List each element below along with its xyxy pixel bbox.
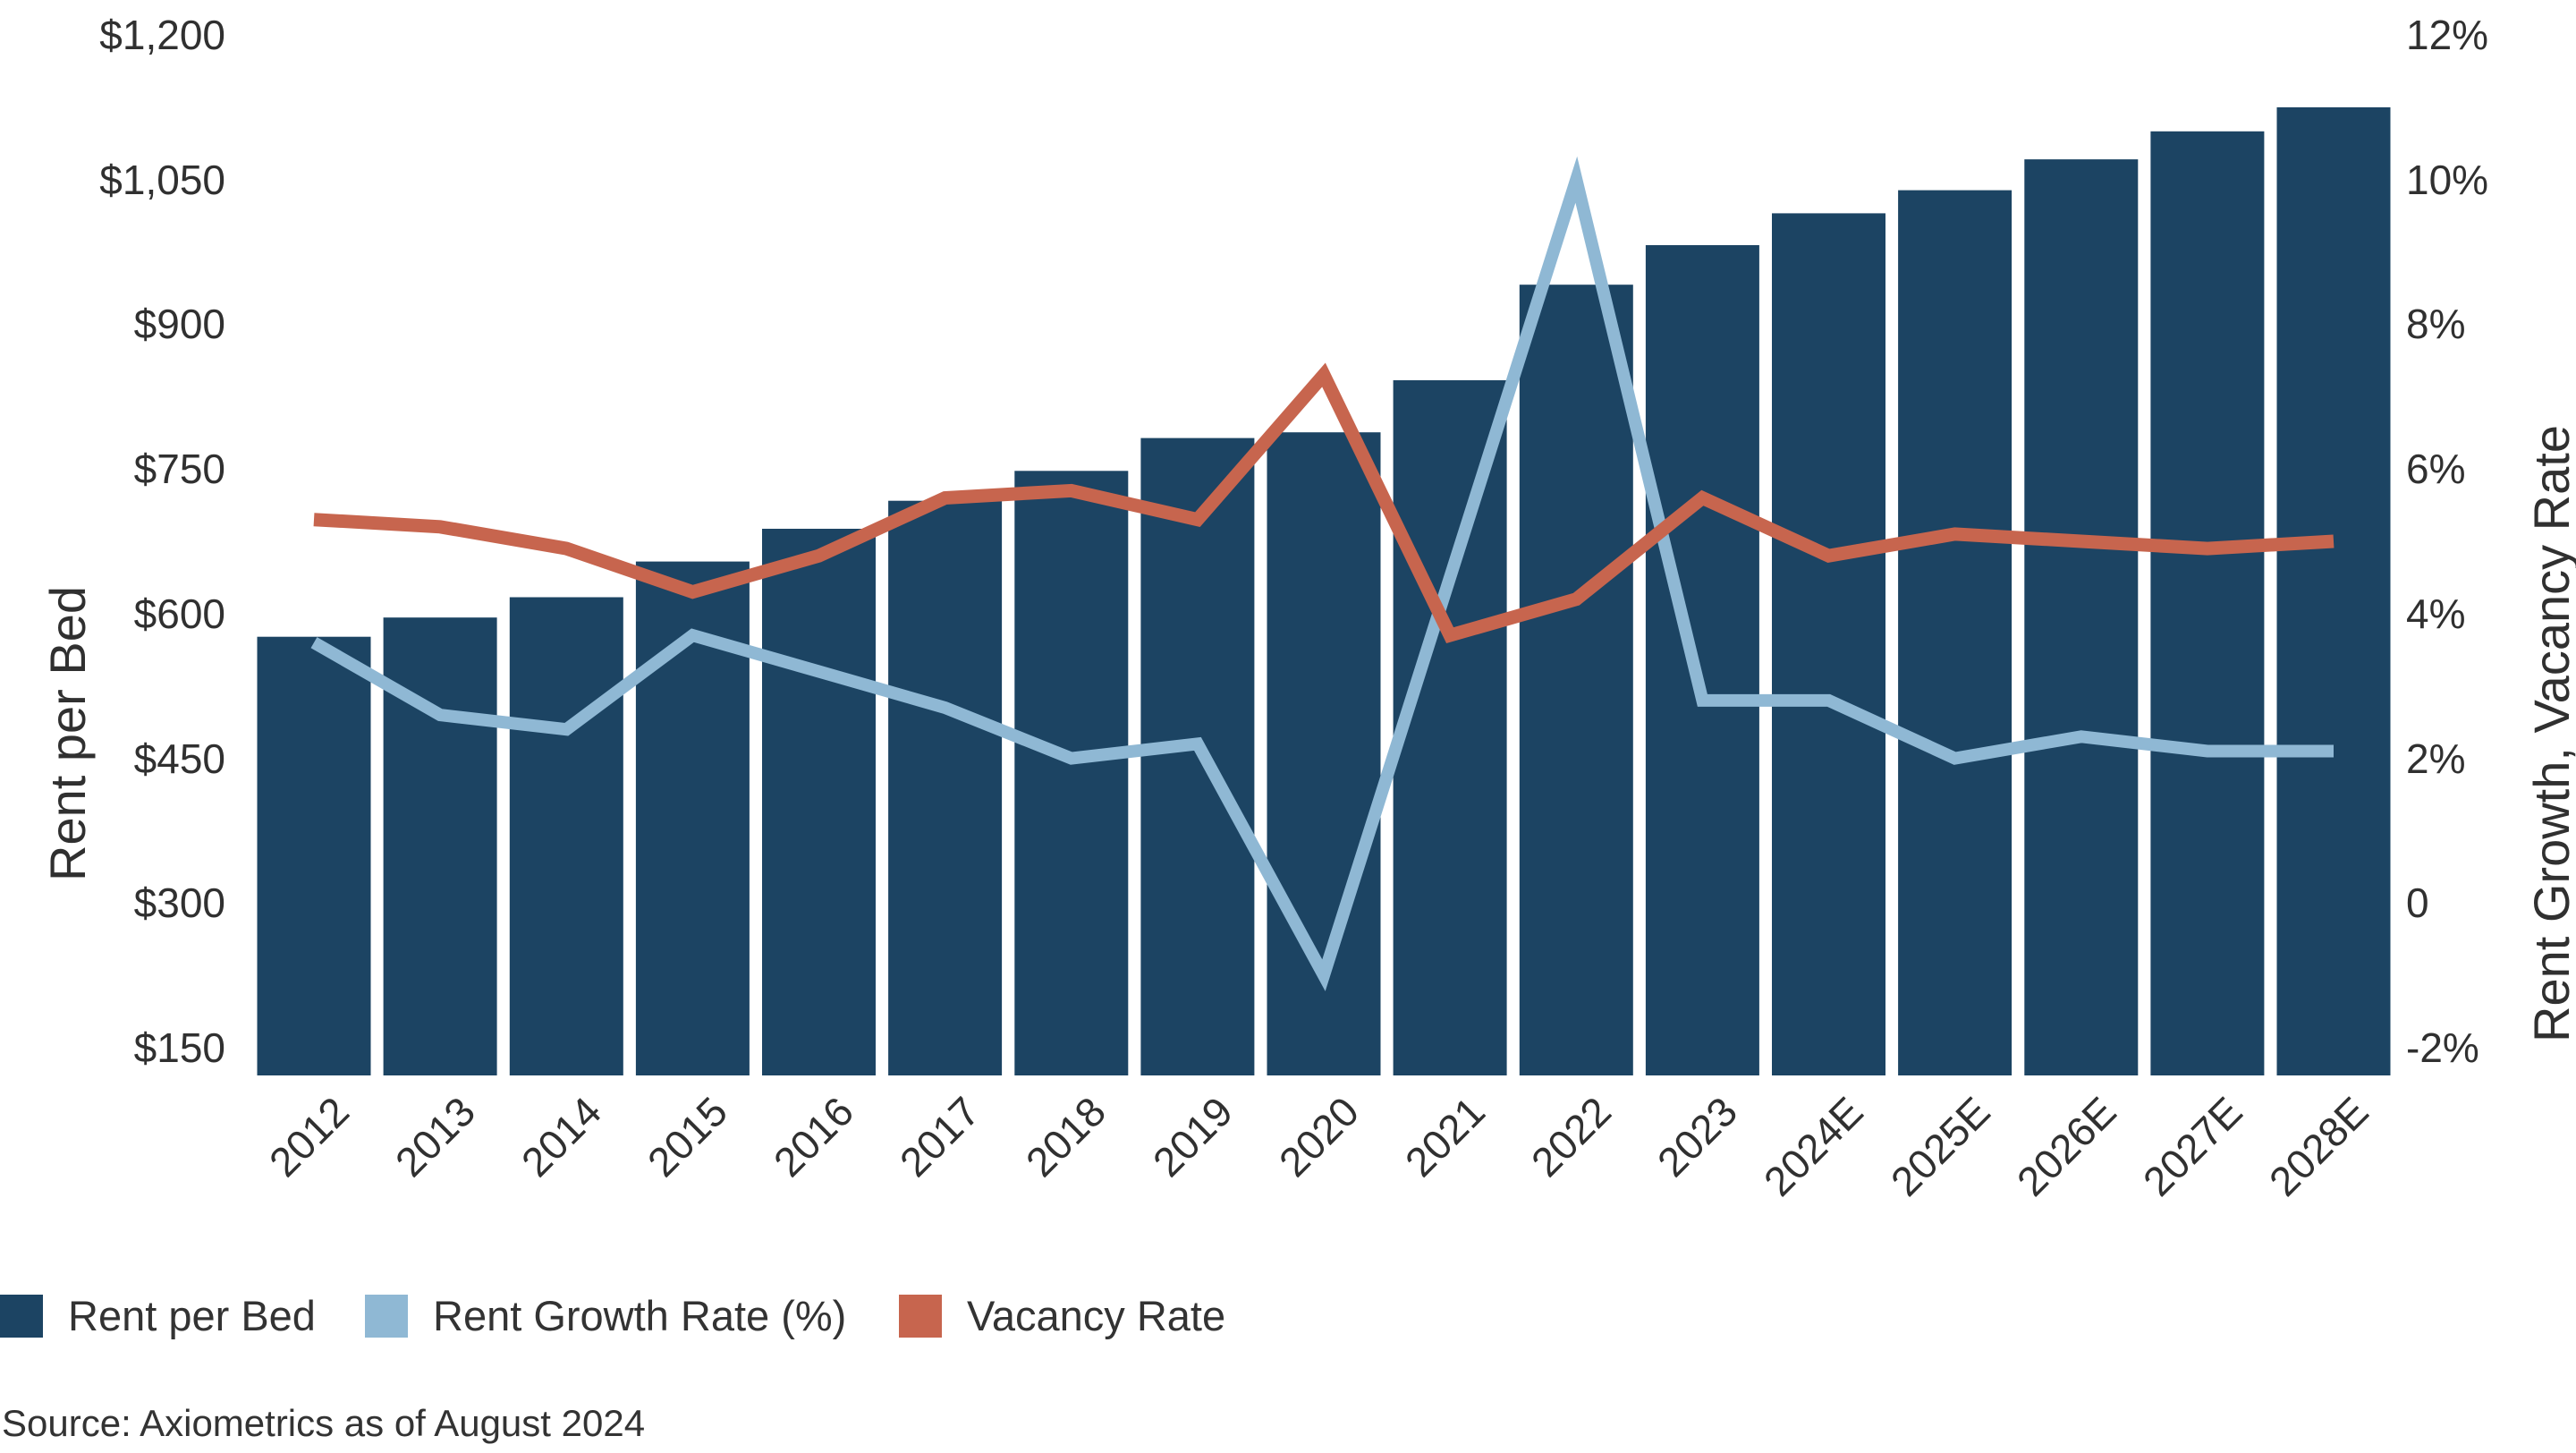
bar-2012 [257,636,371,1075]
left-axis-tick-label: $750 [133,446,225,493]
bar-2014 [509,597,623,1075]
right-axis-tick-label: 10% [2406,156,2489,203]
left-axis-title: Rent per Bed [39,586,96,881]
legend-label: Rent Growth Rate (%) [433,1292,847,1339]
bar-2016 [762,529,876,1075]
legend-swatch [899,1295,942,1338]
legend-label: Rent per Bed [68,1292,316,1339]
left-axis-tick-label: $1,050 [99,156,225,203]
right-axis-tick-label: -2% [2406,1024,2479,1071]
right-axis-tick-label: 6% [2406,446,2466,493]
legend: Rent per Bed Rent Growth Rate (%) Vacancy … [0,1293,2576,1339]
bar-2023 [1645,245,1759,1075]
left-axis-tick-label: $900 [133,301,225,348]
left-axis-tick-label: $600 [133,590,225,637]
bar-2022 [1519,285,1633,1075]
rent-growth-line [310,156,2334,991]
legend-swatch [365,1295,408,1338]
left-axis-tick-label: $300 [133,879,225,927]
bar-2025E [1898,190,2012,1076]
right-axis-tick-label: 8% [2406,301,2466,348]
legend-item-2: Rent Growth Rate (%) [365,1293,846,1339]
bar-2017 [888,500,1003,1075]
vacancy-rate-line [313,362,2334,644]
left-axis-tick-label: $1,200 [99,12,225,58]
bar-2018 [1014,471,1129,1075]
bar-2026E [2024,159,2139,1076]
legend-item-3: Vacancy Rate [899,1293,1225,1339]
bar-2028E [2276,106,2391,1075]
right-axis-tick-label: 4% [2406,590,2466,637]
legend-swatch [0,1295,43,1338]
right-axis-tick-label: 12% [2406,12,2489,58]
source-note: Source: Axiometrics as of August 2024 [2,1402,646,1444]
legend-item-1: Rent per Bed [0,1293,316,1339]
right-axis-tick-label: 2% [2406,735,2466,782]
left-axis-tick-label: $150 [133,1024,225,1071]
bar-2024E [1772,213,1885,1075]
left-axis-tick-label: $450 [133,735,225,782]
right-axis-title: Rent Growth, Vacancy Rate [2523,425,2576,1042]
bar-2027E [2150,131,2265,1075]
x-tick-label-2028E: 2028E [2259,1087,2377,1205]
legend-label: Vacancy Rate [967,1292,1226,1339]
right-axis-tick-label: 0 [2406,879,2429,927]
bar-2021 [1393,380,1507,1075]
